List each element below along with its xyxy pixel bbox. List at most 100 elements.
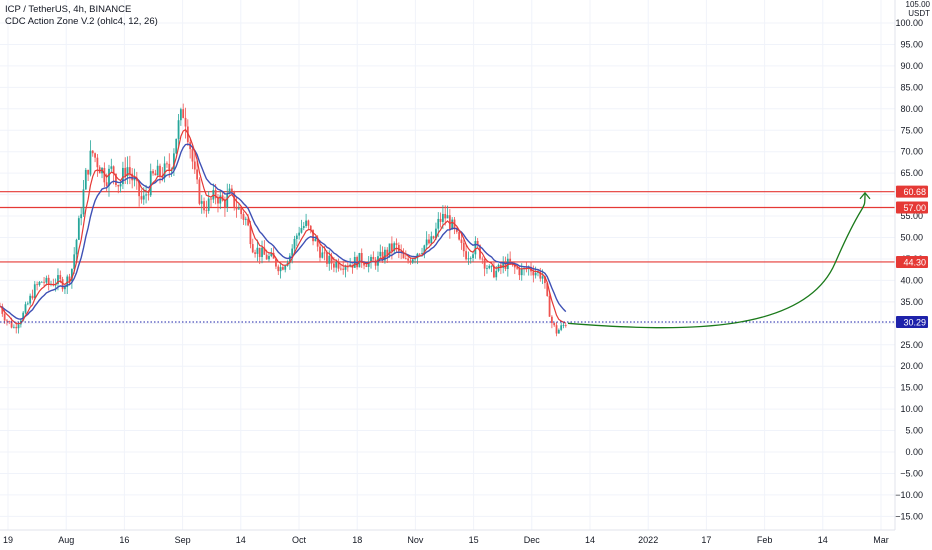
candle-body [240,208,243,215]
candle-body [486,268,488,269]
symbol-title[interactable]: ICP / TetherUS, 4h, BINANCE [5,4,132,15]
candle-body [409,260,412,263]
candle-body [562,325,565,326]
candle-body [154,173,157,176]
time-tick-label: Nov [407,535,424,545]
projection-arrow[interactable] [567,191,871,329]
indicator-title[interactable]: CDC Action Zone V.2 (ohlc4, 12, 26) [5,16,158,27]
time-tick-label: 15 [469,535,479,545]
candle-body [247,218,250,226]
candle-body [284,265,287,270]
price-label-text: 57.00 [903,203,926,213]
chart-grid [0,0,895,530]
price-tick-label: 80.00 [900,104,923,114]
candle-body [550,316,553,324]
candle-body [105,182,108,186]
candle-body [335,262,338,268]
candle-body [135,178,138,181]
price-tick-label: 55.00 [900,211,923,221]
candle-body [163,163,166,178]
candle-body [256,247,259,254]
price-tick-label: 5.00 [905,426,923,436]
time-axis[interactable]: 19 Aug 16 Sep 14 Oct 18 Nov 15 Dec 14 2022 17 Feb 14 Ma… [3,535,889,545]
candle-body [437,218,440,229]
candle-body [8,321,11,322]
candle-body [168,163,171,171]
candle-body [564,325,567,326]
candle-body [235,206,238,210]
candle-body [261,247,263,257]
candle-body [45,277,48,283]
candle-body [360,253,363,263]
candle-body [481,258,484,260]
candle-body [13,326,15,328]
price-label-text: 30.29 [903,318,926,328]
candle-body [465,251,467,260]
candle-body [379,251,382,257]
candle-body [59,275,62,280]
price-tick-label: 70.00 [900,147,923,157]
candle-body [175,138,178,154]
candle-body [31,295,34,299]
candle-body [22,312,25,321]
candle-body [402,253,405,259]
candle-body [435,228,437,239]
candle-body [191,149,194,162]
candle-body [203,201,205,211]
candle-body [237,208,240,210]
candle-body [502,262,505,268]
candle-body [177,120,180,139]
price-tick-label: 0.00 [905,447,923,457]
candle-body [68,276,71,282]
price-tick-label: −10.00 [895,490,923,500]
candle-body [534,272,537,276]
candle-body [381,251,384,261]
candle-body [312,229,314,242]
candle-body [217,198,219,204]
candle-body [249,225,252,245]
candle-body [444,213,447,219]
price-tick-label: 20.00 [900,361,923,371]
candle-body [462,242,465,252]
slow-moving-average-line [0,143,567,320]
candle-body [17,324,20,329]
candle-body [421,252,423,254]
candle-body [268,256,270,260]
candle-body [418,253,421,255]
time-axis-background [0,530,932,550]
candle-body [159,165,161,176]
currency-label[interactable]: 105.00 USDT [906,0,930,18]
candle-body [272,252,275,259]
candle-body [29,295,32,304]
candle-body [254,252,256,254]
price-tick-label: 15.00 [900,383,923,393]
candle-body [432,236,435,239]
candle-body [214,189,217,199]
candle-body [330,255,333,264]
price-tick-label: 100.00 [895,18,923,28]
candle-body [388,243,391,256]
price-axis-labels: 60.68 57.00 44.30 30.29 [896,185,928,329]
candle-body [121,167,124,185]
candle-body [36,284,39,286]
candle-body [140,196,143,200]
time-tick-label: 19 [3,535,13,545]
candle-body [321,252,324,258]
currency-unit: USDT [908,9,930,18]
candle-body [196,169,199,180]
candle-body [344,266,347,270]
candle-body [128,167,131,174]
candle-body [518,268,521,276]
candle-body [230,188,233,192]
time-tick-label: 16 [119,535,129,545]
candle-body [57,275,59,285]
candle-body [455,227,458,232]
horizontal-levels[interactable] [0,191,895,263]
candle-body [483,259,486,269]
candle-body [131,173,134,181]
candle-body [467,258,470,260]
candle-body [96,157,99,168]
candle-body [557,329,560,334]
candle-body [1,306,4,314]
